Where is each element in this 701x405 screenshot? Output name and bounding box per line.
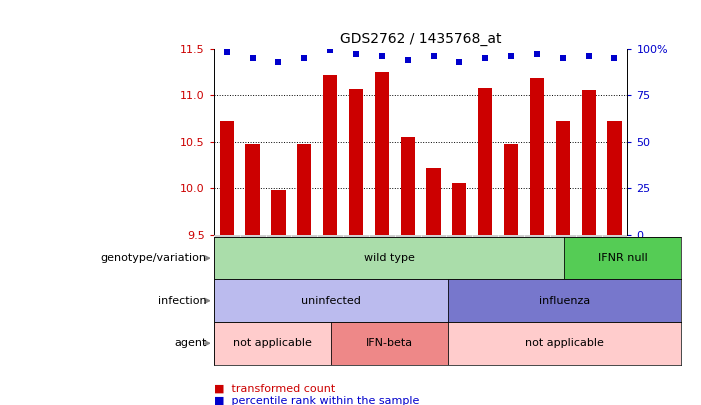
Bar [214, 279, 447, 322]
Text: GSM72004: GSM72004 [326, 237, 334, 286]
Bar [266, 235, 292, 288]
Text: GSM72003: GSM72003 [610, 237, 619, 287]
Bar [447, 322, 681, 364]
Bar [452, 183, 466, 235]
Bar [395, 235, 421, 288]
Text: GSM72002: GSM72002 [584, 237, 593, 286]
Bar [323, 75, 337, 235]
Point [299, 55, 310, 61]
Bar [369, 235, 395, 288]
Text: not applicable: not applicable [525, 338, 604, 348]
Bar [576, 235, 601, 288]
Bar [426, 168, 441, 235]
Text: GSM71995: GSM71995 [300, 237, 308, 287]
Point [583, 53, 594, 59]
Text: agent: agent [175, 338, 207, 348]
Bar [472, 235, 498, 288]
Point [479, 55, 491, 61]
Point [350, 51, 362, 58]
Bar [447, 279, 681, 322]
Bar [349, 89, 363, 235]
Point [454, 58, 465, 65]
Point [325, 47, 336, 54]
Point [609, 55, 620, 61]
Text: wild type: wild type [364, 253, 414, 263]
Title: GDS2762 / 1435768_at: GDS2762 / 1435768_at [340, 32, 501, 46]
Point [557, 55, 569, 61]
Point [247, 55, 258, 61]
Bar [292, 235, 317, 288]
Text: not applicable: not applicable [233, 338, 312, 348]
Point [221, 49, 232, 55]
Bar [240, 235, 266, 288]
Text: GSM71992: GSM71992 [222, 237, 231, 287]
Bar [317, 235, 343, 288]
Bar [400, 137, 415, 235]
Point [505, 53, 517, 59]
Bar [297, 144, 311, 235]
Point [531, 51, 543, 58]
Text: GSM72000: GSM72000 [533, 237, 541, 287]
Bar [582, 90, 596, 235]
Text: IFNR null: IFNR null [598, 253, 648, 263]
Bar [271, 190, 285, 235]
Point [376, 53, 388, 59]
Text: IFN-beta: IFN-beta [366, 338, 413, 348]
Bar [343, 235, 369, 288]
Bar [214, 322, 331, 364]
Bar [478, 88, 492, 235]
Text: GSM71998: GSM71998 [481, 237, 490, 287]
Bar [421, 235, 447, 288]
Bar [214, 237, 564, 279]
Text: influenza: influenza [539, 296, 590, 306]
Point [402, 57, 414, 63]
Bar [219, 121, 234, 235]
Text: GSM72006: GSM72006 [377, 237, 386, 287]
Text: GSM71997: GSM71997 [455, 237, 464, 287]
Text: GSM71994: GSM71994 [274, 237, 283, 287]
Bar [214, 235, 240, 288]
Bar [245, 144, 259, 235]
Text: GSM71999: GSM71999 [507, 237, 515, 287]
Text: infection: infection [158, 296, 207, 306]
Text: GSM72005: GSM72005 [351, 237, 360, 287]
Bar [504, 144, 518, 235]
Text: genotype/variation: genotype/variation [101, 253, 207, 263]
Point [273, 58, 284, 65]
Text: GSM71996: GSM71996 [429, 237, 438, 287]
Bar [375, 72, 389, 235]
Text: uninfected: uninfected [301, 296, 360, 306]
Text: GSM71993: GSM71993 [248, 237, 257, 287]
Bar [564, 237, 681, 279]
Bar [498, 235, 524, 288]
Text: GSM72001: GSM72001 [558, 237, 567, 287]
Text: GSM72007: GSM72007 [403, 237, 412, 287]
Bar [530, 79, 544, 235]
Bar [556, 121, 570, 235]
Bar [524, 235, 550, 288]
Bar [607, 121, 622, 235]
Bar [447, 235, 472, 288]
Text: ■  transformed count: ■ transformed count [214, 384, 335, 394]
Bar [331, 322, 448, 364]
Bar [601, 235, 627, 288]
Text: ■  percentile rank within the sample: ■ percentile rank within the sample [214, 396, 419, 405]
Bar [550, 235, 576, 288]
Point [428, 53, 439, 59]
